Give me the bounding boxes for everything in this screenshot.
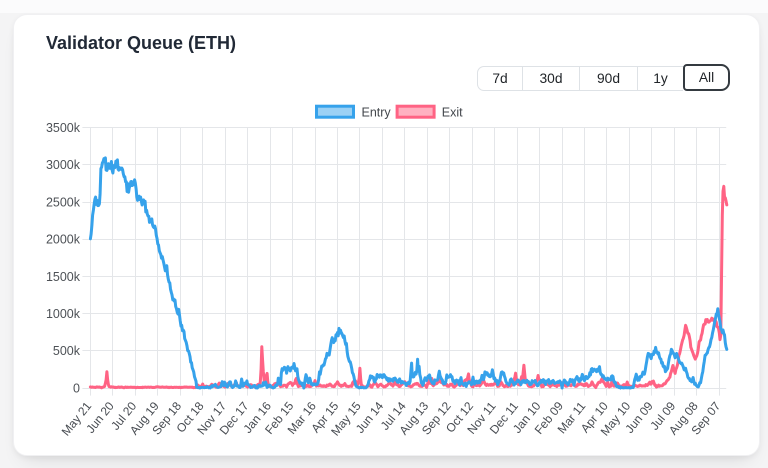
svg-text:2500k: 2500k [46, 195, 81, 209]
svg-text:500k: 500k [53, 344, 81, 358]
svg-text:3500k: 3500k [46, 121, 81, 135]
svg-text:Exit: Exit [442, 106, 463, 120]
svg-text:1500k: 1500k [46, 270, 81, 284]
svg-text:1000k: 1000k [46, 307, 81, 321]
svg-text:0: 0 [73, 381, 80, 395]
svg-text:2000k: 2000k [46, 233, 81, 247]
svg-text:Entry: Entry [362, 106, 392, 120]
svg-text:3000k: 3000k [46, 158, 81, 172]
